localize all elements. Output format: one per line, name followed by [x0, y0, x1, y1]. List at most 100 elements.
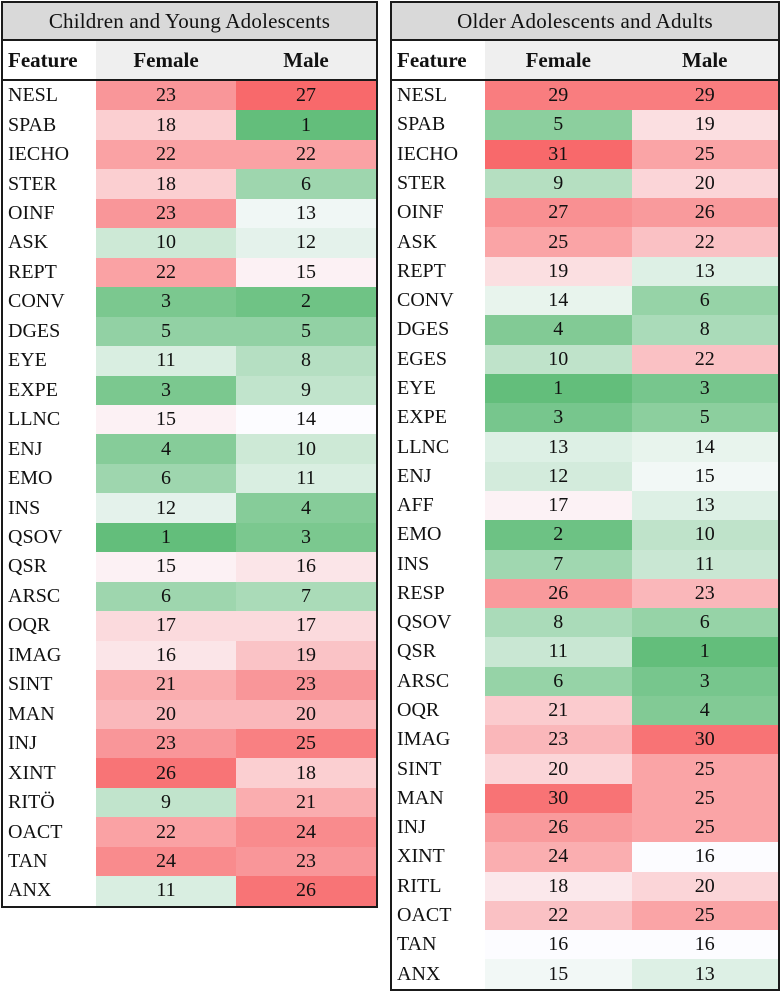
feature-cell: EMO: [392, 520, 485, 550]
feature-cell: LLNC: [3, 404, 96, 435]
female-value-cell: 23: [485, 725, 632, 755]
female-value-cell: 27: [485, 198, 632, 228]
male-value-cell: 30: [631, 725, 778, 755]
feature-cell: OINF: [392, 198, 485, 228]
female-value-cell: 3: [96, 375, 236, 405]
table-row: CONV 3 2: [3, 287, 376, 317]
male-value-cell: 25: [631, 139, 778, 169]
feature-cell: ARSC: [3, 581, 96, 612]
female-value-cell: 16: [96, 640, 236, 671]
feature-cell: INJ: [3, 728, 96, 759]
feature-cell: IMAG: [392, 725, 485, 755]
male-value-cell: 3: [236, 522, 376, 553]
male-value-cell: 6: [631, 285, 778, 316]
male-value-cell: 14: [236, 404, 376, 435]
feature-cell: EMO: [3, 463, 96, 494]
male-value-cell: 3: [631, 373, 778, 404]
feature-cell: CONV: [392, 285, 485, 316]
male-value-cell: 20: [236, 699, 376, 729]
feature-cell: ASK: [3, 228, 96, 258]
male-value-cell: 5: [236, 316, 376, 347]
column-header-male: Male: [236, 41, 376, 79]
feature-cell: IECHO: [392, 139, 485, 169]
male-value-cell: 23: [631, 578, 778, 609]
feature-cell: DGES: [3, 316, 96, 347]
female-value-cell: 13: [485, 432, 632, 462]
feature-cell: QSOV: [392, 608, 485, 638]
male-value-cell: 13: [631, 959, 778, 989]
feature-cell: STER: [392, 168, 485, 199]
female-value-cell: 26: [485, 813, 632, 843]
column-header-female: Female: [96, 41, 236, 79]
female-value-cell: 10: [485, 344, 632, 374]
feature-cell: MAN: [392, 783, 485, 814]
male-value-cell: 26: [631, 198, 778, 228]
table-body: NESL 23 27 SPAB 18 1 IECHO 22 22 STER 18…: [3, 81, 376, 906]
table-row: EXPE 3 5: [392, 403, 778, 433]
female-value-cell: 25: [485, 227, 632, 257]
female-value-cell: 9: [96, 787, 236, 818]
table-header-row: Feature Female Male: [3, 41, 376, 81]
table-row: SPAB 18 1: [3, 110, 376, 140]
table-row: RESP 26 23: [392, 578, 778, 609]
feature-cell: INS: [392, 549, 485, 579]
male-value-cell: 11: [236, 463, 376, 494]
male-value-cell: 22: [631, 344, 778, 374]
feature-cell: QSR: [392, 637, 485, 667]
table-row: OINF 23 13: [3, 198, 376, 229]
table-row: ASK 10 12: [3, 228, 376, 258]
female-value-cell: 18: [96, 110, 236, 140]
column-header-feature: Feature: [392, 41, 485, 79]
male-value-cell: 1: [631, 637, 778, 667]
feature-cell: ASK: [392, 227, 485, 257]
female-value-cell: 14: [485, 285, 632, 316]
male-value-cell: 12: [236, 228, 376, 258]
male-value-cell: 5: [631, 403, 778, 433]
female-value-cell: 26: [485, 578, 632, 609]
feature-cell: IMAG: [3, 640, 96, 671]
table-row: AFF 17 13: [392, 490, 778, 521]
male-value-cell: 15: [631, 461, 778, 491]
male-value-cell: 26: [236, 876, 376, 906]
male-value-cell: 13: [236, 198, 376, 229]
table-row: CONV 14 6: [392, 285, 778, 316]
table-row: REPT 22 15: [3, 257, 376, 288]
table-row: TAN 24 23: [3, 846, 376, 877]
female-value-cell: 21: [485, 695, 632, 726]
table-row: OINF 27 26: [392, 198, 778, 228]
feature-cell: TAN: [392, 930, 485, 960]
feature-cell: IECHO: [3, 139, 96, 170]
table-row: EYE 1 3: [392, 373, 778, 404]
male-value-cell: 3: [631, 666, 778, 696]
female-value-cell: 6: [96, 581, 236, 612]
male-value-cell: 6: [236, 169, 376, 199]
female-value-cell: 11: [96, 876, 236, 906]
male-value-cell: 24: [236, 817, 376, 847]
feature-cell: EYE: [392, 373, 485, 404]
feature-cell: EXPE: [392, 403, 485, 433]
male-value-cell: 7: [236, 581, 376, 612]
column-header-feature: Feature: [3, 41, 96, 79]
female-value-cell: 29: [485, 81, 632, 111]
female-value-cell: 1: [96, 522, 236, 553]
table-row: ANX 15 13: [392, 959, 778, 989]
male-value-cell: 2: [236, 287, 376, 317]
female-value-cell: 23: [96, 198, 236, 229]
female-value-cell: 8: [485, 608, 632, 638]
table-row: OQR 17 17: [3, 611, 376, 641]
female-value-cell: 3: [96, 287, 236, 317]
table-row: IECHO 22 22: [3, 139, 376, 170]
female-value-cell: 20: [485, 754, 632, 784]
table-row: SINT 21 23: [3, 670, 376, 700]
feature-cell: EXPE: [3, 375, 96, 405]
feature-cell: RESP: [392, 578, 485, 609]
heat-table: Children and Young Adolescents Feature F…: [1, 1, 378, 908]
male-value-cell: 18: [236, 758, 376, 788]
table-row: INS 7 11: [392, 549, 778, 579]
female-value-cell: 22: [485, 900, 632, 931]
feature-cell: SPAB: [392, 110, 485, 140]
table-row: DGES 4 8: [392, 315, 778, 345]
male-value-cell: 25: [631, 900, 778, 931]
table-row: SINT 20 25: [392, 754, 778, 784]
